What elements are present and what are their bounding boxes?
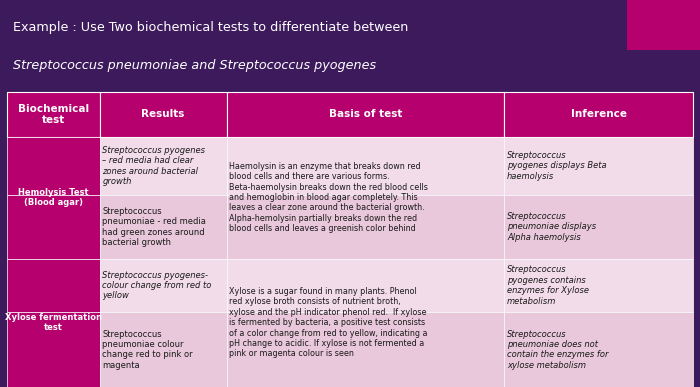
Bar: [0, 0, 700, 91]
Bar: [227, 195, 504, 259]
Text: Inference: Inference: [570, 110, 626, 119]
Text: Biochemical
test: Biochemical test: [18, 104, 89, 125]
Text: Streptococcus
pyogenes displays Beta
haemolysis: Streptococcus pyogenes displays Beta hae…: [507, 151, 607, 181]
Text: Example : Use Two biochemical tests to differentiate between: Example : Use Two biochemical tests to d…: [13, 21, 408, 34]
Bar: [7, 137, 99, 195]
Bar: [99, 312, 227, 387]
Bar: [227, 312, 504, 387]
Bar: [99, 195, 227, 259]
Text: Hemolysis Test
(Blood agar): Hemolysis Test (Blood agar): [18, 188, 89, 207]
Bar: [227, 92, 504, 137]
Text: Streptococcus
pneumoniae - red media
had green zones around
bacterial growth: Streptococcus pneumoniae - red media had…: [102, 207, 206, 247]
Text: Xylose is a sugar found in many plants. Phenol
red xylose broth consists of nutr: Xylose is a sugar found in many plants. …: [230, 287, 428, 358]
Bar: [99, 137, 227, 195]
Text: Streptococcus
pneumoniae colour
change red to pink or
magenta: Streptococcus pneumoniae colour change r…: [102, 330, 193, 370]
Bar: [99, 259, 227, 312]
Text: Streptococcus
pneumoniae displays
Alpha haemolysis: Streptococcus pneumoniae displays Alpha …: [507, 212, 596, 242]
Text: Basis of test: Basis of test: [329, 110, 402, 119]
Bar: [7, 312, 99, 387]
Text: Streptococcus pyogenes-
colour change from red to
yellow: Streptococcus pyogenes- colour change fr…: [102, 271, 212, 300]
Bar: [7, 195, 99, 259]
Text: Streptococcus pneumoniae and Streptococcus pyogenes: Streptococcus pneumoniae and Streptococc…: [13, 59, 376, 72]
Bar: [504, 195, 693, 259]
Text: Streptococcus pyogenes
– red media had clear
zones around bacterial
growth: Streptococcus pyogenes – red media had c…: [102, 146, 205, 186]
Bar: [227, 137, 504, 195]
Bar: [504, 137, 693, 195]
Bar: [227, 259, 504, 312]
Text: Haemolysin is an enzyme that breaks down red
blood cells and there are various f: Haemolysin is an enzyme that breaks down…: [230, 162, 428, 233]
Bar: [7, 92, 99, 137]
Bar: [504, 259, 693, 312]
Bar: [626, 0, 700, 50]
Text: Streptococcus
pyogenes contains
enzymes for Xylose
metabolism: Streptococcus pyogenes contains enzymes …: [507, 265, 589, 306]
Bar: [504, 92, 693, 137]
Bar: [7, 259, 99, 312]
Text: Xylose fermentation
test: Xylose fermentation test: [5, 313, 102, 332]
Text: Results: Results: [141, 110, 185, 119]
Bar: [504, 312, 693, 387]
Text: Streptococcus
pneumoniae does not
contain the enzymes for
xylose metabolism: Streptococcus pneumoniae does not contai…: [507, 330, 609, 370]
Bar: [99, 92, 227, 137]
